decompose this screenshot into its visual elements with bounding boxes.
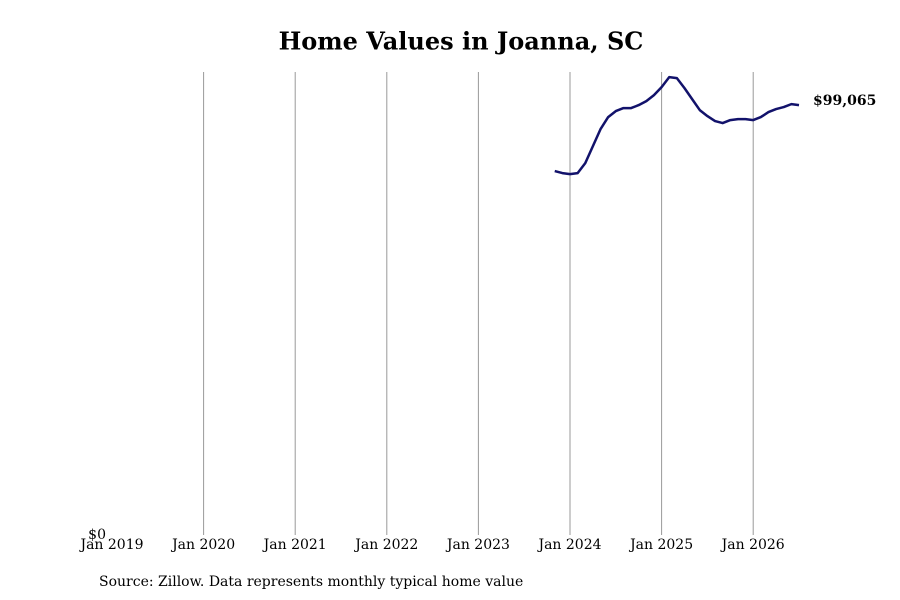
source-note: Source: Zillow. Data represents monthly …	[99, 574, 523, 590]
data-line	[554, 75, 800, 176]
y-tick-label: $0	[88, 527, 106, 543]
chart-title: Home Values in Joanna, SC	[279, 27, 644, 56]
x-tick-label: Jan 2023	[445, 537, 510, 553]
x-tick-label: Jan 2025	[628, 537, 693, 553]
x-tick-label: Jan 2020	[170, 537, 235, 553]
x-tick-label: Jan 2022	[353, 537, 418, 553]
x-tick-label: Jan 2019	[78, 537, 143, 553]
x-tick-label: Jan 2024	[536, 537, 601, 553]
x-tick-label: Jan 2021	[262, 537, 327, 553]
value-label: $99,065	[813, 93, 876, 109]
x-tick-label: Jan 2026	[720, 537, 785, 553]
